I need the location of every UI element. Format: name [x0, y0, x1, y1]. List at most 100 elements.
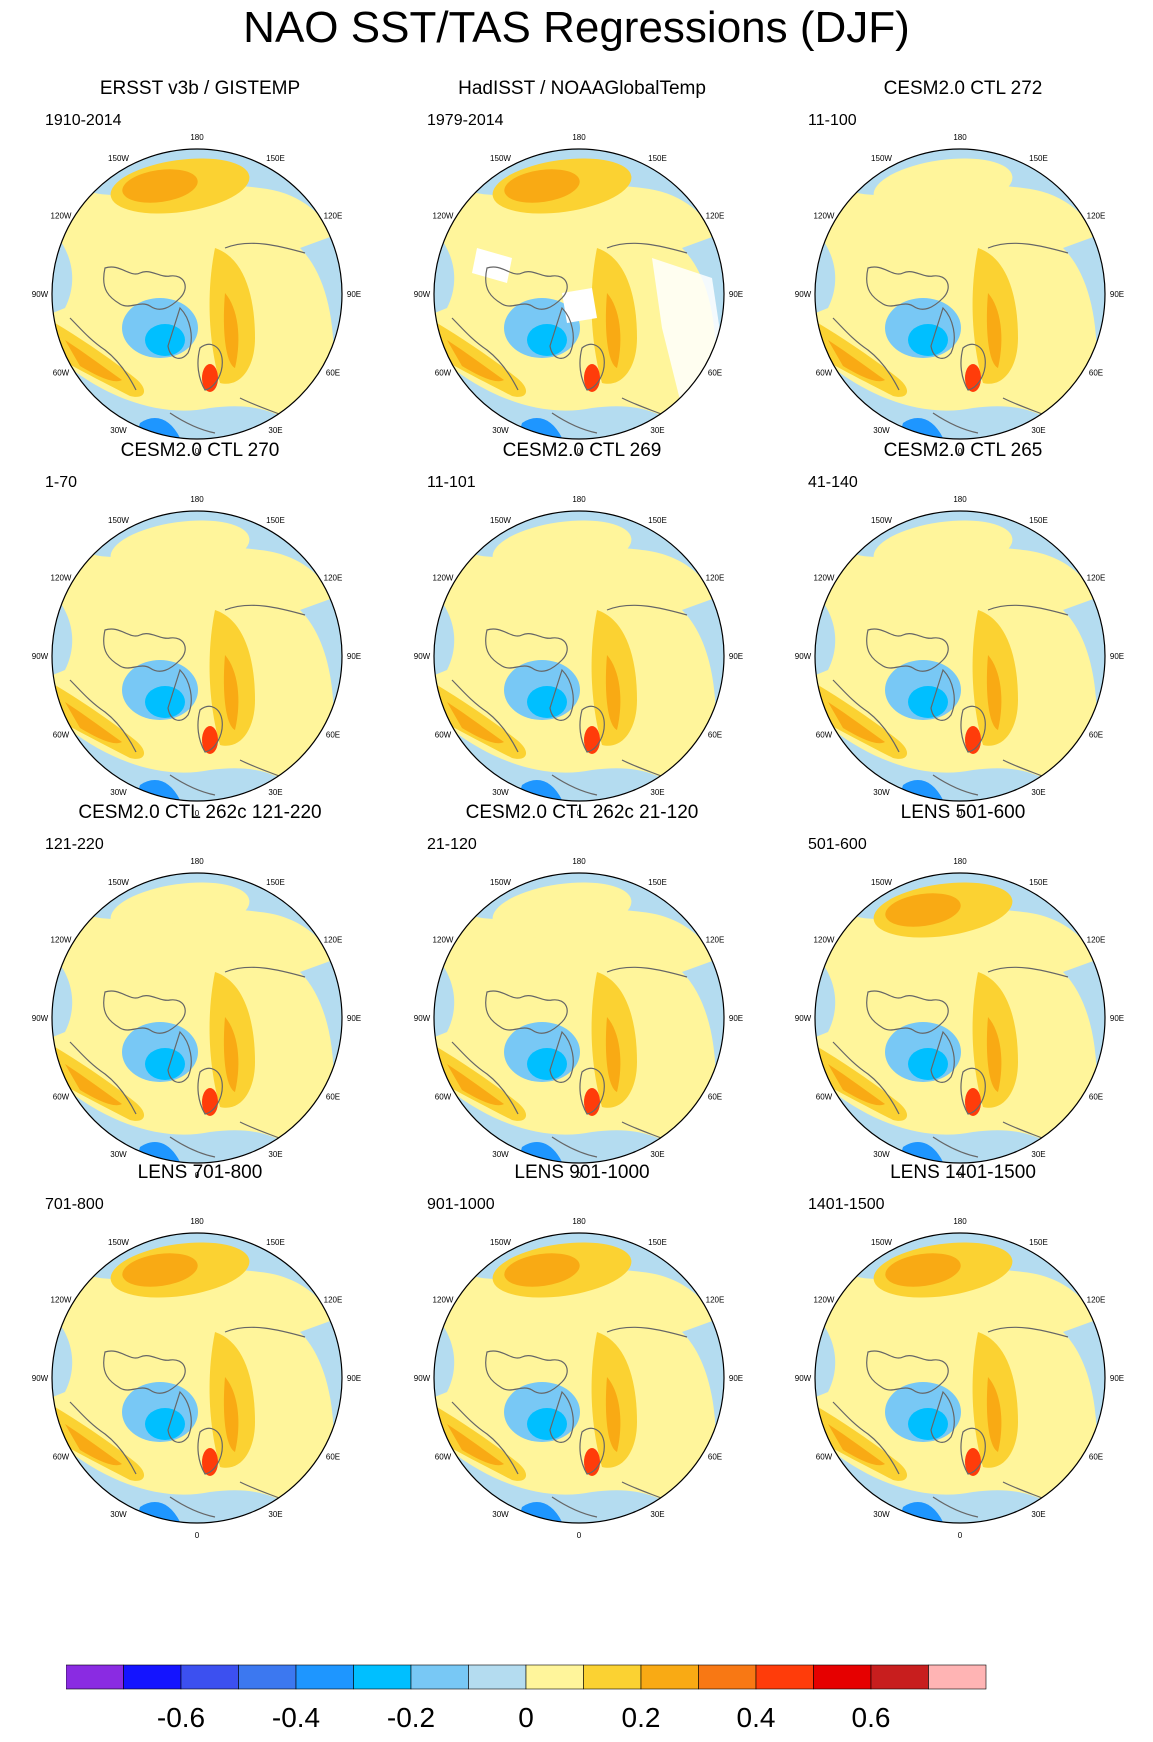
field-anomaly-negative — [815, 580, 836, 680]
longitude-label: 180 — [953, 857, 967, 866]
longitude-label: 90E — [347, 1374, 361, 1383]
field-anomaly-positive — [986, 1377, 1002, 1452]
longitude-label: 30E — [650, 1510, 664, 1519]
longitude-label: 60W — [53, 369, 70, 378]
longitude-label: 30E — [1031, 1150, 1045, 1159]
colorbar — [66, 1664, 987, 1690]
map-border — [433, 872, 725, 1164]
longitude-label: 180 — [190, 133, 204, 142]
panel-period: 1979-2014 — [426, 112, 505, 130]
colorbar-tick-label: -0.2 — [386, 1702, 436, 1733]
colorbar-box — [525, 1664, 584, 1690]
field-anomaly-positive — [122, 531, 198, 565]
panel-title: ERSST v3b / GISTEMP — [99, 78, 301, 99]
field-anomaly-negative — [815, 942, 836, 1042]
field-anomaly-positive — [434, 685, 526, 759]
panel-title: CESM2.0 CTL 262c 21-120 — [465, 802, 699, 823]
field-anomaly-negative — [434, 942, 455, 1042]
map-border — [433, 1232, 725, 1524]
colorbar-box — [640, 1664, 699, 1690]
longitude-label: 60W — [53, 731, 70, 740]
colorbar-box — [295, 1664, 354, 1690]
map-panel: 180 150E 120E 90E 60E 30E 0 30W 60W 90W 120W 150W ER… — [10, 78, 390, 473]
polar-map: 180 150E 120E 90E 60E 30E 0 30W 60W 90W 120W 150W — [32, 495, 361, 818]
field-anomaly-positive — [447, 1424, 504, 1466]
field-anomaly-positive — [434, 1047, 526, 1121]
field-anomaly-positive — [122, 893, 198, 927]
longitude-label: 150W — [108, 154, 129, 163]
longitude-label: 90E — [729, 1014, 743, 1023]
colorbar-box — [180, 1664, 239, 1690]
panel-period: 11-101 — [426, 474, 477, 492]
field-anomaly-positive — [65, 1424, 122, 1466]
longitude-label: 60E — [708, 731, 722, 740]
panel-title: LENS 901-1000 — [514, 1162, 650, 1183]
longitude-label: 30W — [110, 426, 127, 435]
longitude-label: 150W — [871, 516, 892, 525]
polar-map: 180 150E 120E 90E 60E 30E 0 30W 60W 90W 120W 150W — [414, 495, 743, 818]
field-anomaly-positive — [885, 1253, 961, 1287]
map-border — [51, 510, 343, 802]
longitude-label: 90E — [347, 1014, 361, 1023]
field-anomaly-negative — [145, 324, 185, 356]
field-anomaly-positive — [52, 685, 144, 759]
panel-period: 41-140 — [807, 474, 859, 492]
longitude-label: 180 — [572, 1217, 586, 1226]
field-anomaly-negative — [145, 1408, 185, 1440]
longitude-label: 150W — [871, 878, 892, 887]
field-anomaly-positive — [52, 1047, 144, 1121]
longitude-label: 180 — [190, 857, 204, 866]
field-anomaly-positive — [605, 293, 621, 368]
longitude-label: 30E — [650, 426, 664, 435]
longitude-label: 30W — [873, 426, 890, 435]
longitude-label: 150E — [1029, 516, 1048, 525]
longitude-label: 30W — [492, 426, 509, 435]
longitude-label: 90E — [347, 652, 361, 661]
field-anomaly-negative — [527, 686, 567, 718]
longitude-label: 60E — [708, 1093, 722, 1102]
field-anomaly-positive — [885, 169, 961, 203]
field-anomaly-positive — [223, 655, 239, 730]
longitude-label: 90E — [729, 1374, 743, 1383]
longitude-label: 120E — [706, 936, 725, 945]
longitude-label: 30E — [268, 1510, 282, 1519]
field-anomaly-positive — [65, 1064, 122, 1106]
panel-period: 701-800 — [44, 1196, 105, 1214]
longitude-label: 60E — [1089, 1093, 1103, 1102]
field-anomaly-positive — [504, 1253, 580, 1287]
longitude-label: 60E — [1089, 1453, 1103, 1462]
field-anomaly-positive — [65, 340, 122, 382]
longitude-label: 120E — [706, 1296, 725, 1305]
polar-map: 180 150E 120E 90E 60E 30E 0 30W 60W 90W 120W 150W — [795, 495, 1124, 818]
longitude-label: 60E — [326, 369, 340, 378]
longitude-label: 150W — [871, 154, 892, 163]
longitude-label: 60W — [435, 1453, 452, 1462]
longitude-label: 150E — [266, 1238, 285, 1247]
longitude-label: 30W — [492, 788, 509, 797]
panel-title: CESM2.0 CTL 265 — [883, 440, 1043, 461]
field-anomaly-positive — [815, 323, 907, 397]
longitude-label: 150E — [648, 154, 667, 163]
longitude-label: 90W — [414, 290, 431, 299]
panel-period: 501-600 — [807, 836, 868, 854]
longitude-label: 150W — [490, 516, 511, 525]
longitude-label: 30W — [873, 788, 890, 797]
longitude-label: 150E — [648, 878, 667, 887]
field-anomaly-negative — [434, 218, 455, 318]
panel-title: CESM2.0 CTL 262c 121-220 — [78, 802, 322, 823]
longitude-label: 150W — [490, 1238, 511, 1247]
field-anomaly-positive — [986, 1017, 1002, 1092]
colorbar-box — [755, 1664, 814, 1690]
longitude-label: 0 — [577, 1171, 582, 1180]
longitude-label: 120W — [814, 574, 835, 583]
field-anomaly-positive — [885, 893, 961, 927]
polar-map: 180 150E 120E 90E 60E 30E 0 30W 60W 90W 120W 150W — [795, 133, 1124, 456]
coastline — [451, 604, 688, 796]
field-anomaly-positive — [828, 702, 885, 744]
field-anomaly-positive — [504, 893, 580, 927]
polar-map: 180 150E 120E 90E 60E 30E 0 30W 60W 90W 120W 150W — [414, 133, 743, 456]
panel-title: HadISST / NOAAGlobalTemp — [458, 78, 706, 99]
field-anomaly-positive — [986, 655, 1002, 730]
field-anomaly-negative — [815, 1302, 836, 1402]
field-anomaly-positive — [605, 1017, 621, 1092]
